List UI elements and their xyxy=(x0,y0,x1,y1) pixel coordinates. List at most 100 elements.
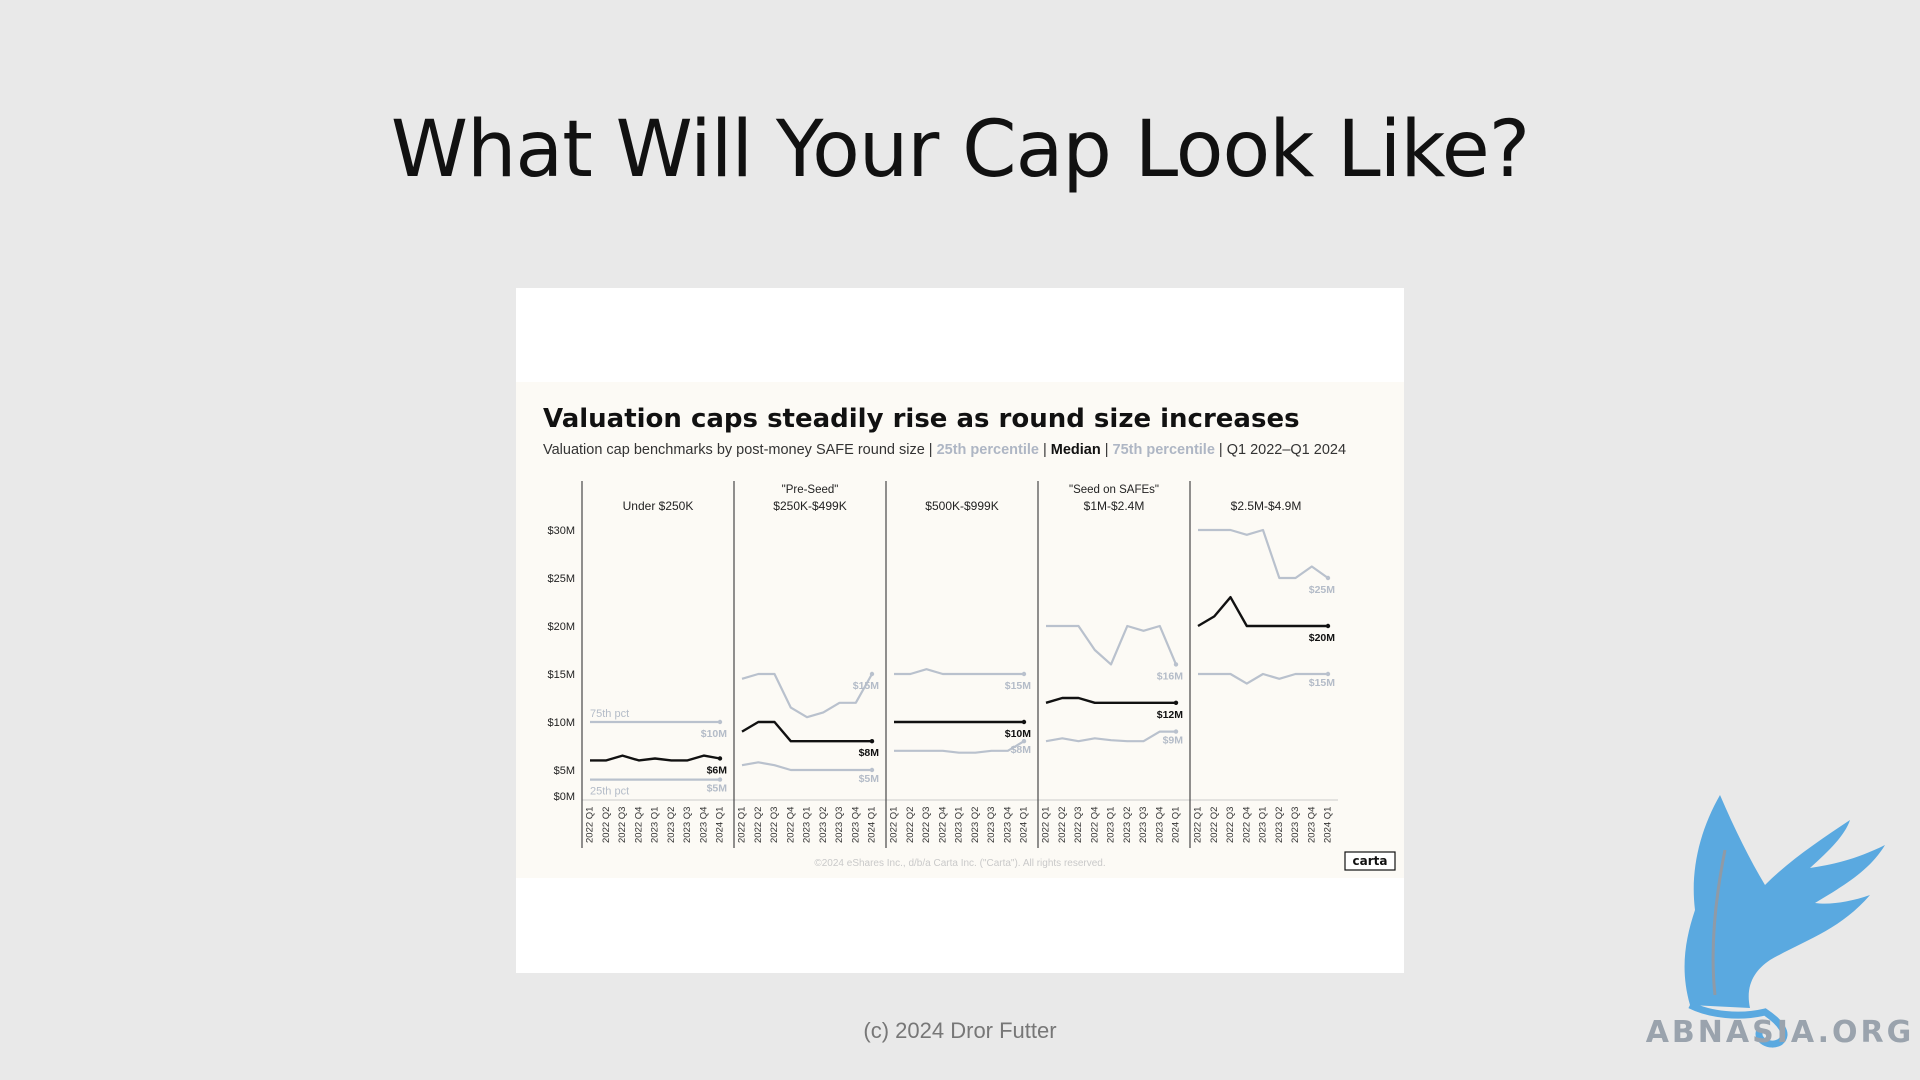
series-p75-line-end-point xyxy=(1173,662,1179,667)
x-tick-label: 2023 Q4 xyxy=(1154,807,1165,843)
x-tick-label: 2023 Q4 xyxy=(1002,807,1013,843)
panel-label: $2.5M-$4.9M xyxy=(1231,499,1302,513)
median-end-label: $20M xyxy=(1309,632,1336,644)
carta-logo-box xyxy=(1344,851,1396,871)
subtitle-sep2: | xyxy=(1101,442,1113,458)
x-tick-label: 2022 Q3 xyxy=(921,807,932,843)
p75-end-label: $16M xyxy=(1157,670,1184,682)
x-tick-label: 2023 Q2 xyxy=(1274,807,1285,843)
series-p25-line-end-point xyxy=(1325,671,1331,677)
panel-label: $250K-$499K xyxy=(773,499,846,513)
y-tick-label: $30M xyxy=(547,525,575,537)
series-median-line-end-point xyxy=(869,739,875,744)
series-median-line xyxy=(1197,596,1328,628)
p25-end-label: $5M xyxy=(707,783,728,795)
carta-logo: carta xyxy=(1353,854,1388,868)
y-tick-label: $15M xyxy=(547,669,575,681)
x-tick-label: 2023 Q4 xyxy=(850,807,861,843)
chart-title: Valuation caps steadily rise as round si… xyxy=(543,404,1300,434)
x-tick-label: 2022 Q4 xyxy=(785,807,796,843)
x-tick-label: 2023 Q1 xyxy=(802,807,813,843)
legend-p75: 75th percentile xyxy=(1113,442,1215,458)
y-tick-label: $20M xyxy=(547,621,575,633)
series-p25-line xyxy=(741,761,872,772)
valuation-cap-chart: Valuation caps steadily rise as round si… xyxy=(516,382,1404,878)
x-tick-label: 2024 Q1 xyxy=(867,807,878,843)
x-tick-label: 2022 Q3 xyxy=(769,807,780,843)
x-tick-label: 2024 Q1 xyxy=(1171,807,1182,843)
x-tick-label: 2022 Q2 xyxy=(1057,807,1068,843)
series-p25-line-end-point xyxy=(869,767,875,773)
slide-title: What Will Your Cap Look Like? xyxy=(390,105,1530,195)
x-tick-label: 2024 Q1 xyxy=(715,807,726,843)
x-tick-label: 2022 Q1 xyxy=(1193,807,1204,843)
legend-median: Median xyxy=(1051,442,1101,458)
x-tick-label: 2022 Q4 xyxy=(1241,807,1252,843)
series-p25-line xyxy=(1045,730,1176,743)
series-p25-line xyxy=(1198,672,1328,685)
x-tick-label: 2022 Q2 xyxy=(753,807,764,843)
p25-end-label: $8M xyxy=(1011,744,1032,756)
panel-label: $1M-$2.4M xyxy=(1084,499,1145,513)
p75-end-label: $15M xyxy=(853,680,880,692)
x-tick-label: 2023 Q2 xyxy=(666,807,677,843)
x-tick-label: 2023 Q3 xyxy=(834,807,845,843)
slide-footer: (c) 2024 Dror Futter xyxy=(863,1018,1057,1043)
x-tick-label: 2023 Q3 xyxy=(682,807,693,843)
subtitle-lead: Valuation cap benchmarks by post-money S… xyxy=(543,442,937,458)
x-tick-label: 2023 Q3 xyxy=(1290,807,1301,843)
series-p75-line xyxy=(1046,624,1178,666)
p75-end-label: $25M xyxy=(1309,584,1336,596)
y-tick-label: $10M xyxy=(547,717,575,729)
x-tick-label: 2022 Q4 xyxy=(1089,807,1100,843)
p25-inline-label: 25th pct xyxy=(590,786,629,798)
chart-subtitle: Valuation cap benchmarks by post-money S… xyxy=(543,442,1346,458)
subtitle-tail: | Q1 2022–Q1 2024 xyxy=(1215,442,1346,458)
watermark-text: ABNASIA.ORG xyxy=(1645,1015,1915,1050)
series-p75-line-end-point xyxy=(1325,575,1331,581)
chart-background xyxy=(516,382,1404,878)
y-tick-label: $5M xyxy=(554,765,575,777)
series-median-line xyxy=(741,720,872,743)
x-tick-label: 2022 Q1 xyxy=(737,807,748,843)
chart-copyright: ©2024 eShares Inc., d/b/a Carta Inc. ("C… xyxy=(814,858,1105,869)
series-p75-line xyxy=(894,668,1024,676)
y-tick-label: $0M xyxy=(554,791,575,803)
p25-end-label: $15M xyxy=(1309,677,1336,689)
series-p75-line xyxy=(741,672,873,719)
series-median-line xyxy=(590,754,721,762)
x-tick-label: 2023 Q4 xyxy=(1306,807,1317,843)
x-tick-label: 2022 Q4 xyxy=(633,807,644,843)
chart-figure: Valuation caps steadily rise as round si… xyxy=(516,288,1404,973)
series-median-line-end-point xyxy=(717,756,723,761)
panel-supertitle: "Pre-Seed" xyxy=(782,484,839,496)
x-tick-label: 2023 Q3 xyxy=(986,807,997,843)
x-tick-label: 2023 Q2 xyxy=(970,807,981,843)
median-end-label: $8M xyxy=(859,747,880,759)
series-p75-line xyxy=(1198,528,1329,580)
panel-supertitle: "Seed on SAFEs" xyxy=(1069,484,1159,496)
x-tick-label: 2023 Q3 xyxy=(1138,807,1149,843)
panel-label: Under $250K xyxy=(623,499,694,513)
x-tick-label: 2023 Q4 xyxy=(698,807,709,843)
series-p75-line-end-point xyxy=(869,671,875,677)
x-tick-label: 2023 Q1 xyxy=(1258,807,1269,843)
griffin-logo-icon xyxy=(1684,795,1885,1048)
x-tick-label: 2022 Q1 xyxy=(889,807,900,843)
x-tick-label: 2023 Q2 xyxy=(1122,807,1133,843)
chart-plot-area: $0M $5M $10M $15M $20M $25M $30M Under $250K $10… xyxy=(547,481,1338,848)
x-tick-label: 2022 Q3 xyxy=(617,807,628,843)
legend-p25: 25th percentile xyxy=(937,442,1039,458)
x-tick-label: 2023 Q1 xyxy=(1106,807,1117,843)
x-tick-label: 2024 Q1 xyxy=(1323,807,1334,843)
series-p25-line-end-point xyxy=(717,777,723,782)
x-tick-label: 2022 Q2 xyxy=(601,807,612,843)
series-median-line-end-point xyxy=(1021,719,1027,725)
x-tick-label: 2024 Q1 xyxy=(1019,807,1030,843)
y-tick-label: $25M xyxy=(547,573,575,585)
series-p75-line-end-point xyxy=(1021,671,1027,677)
series-p25-line-end-point xyxy=(1173,729,1179,734)
series-median-line-end-point xyxy=(1325,623,1331,629)
p25-end-label: $9M xyxy=(1163,735,1184,747)
series-p25-line xyxy=(894,740,1025,754)
